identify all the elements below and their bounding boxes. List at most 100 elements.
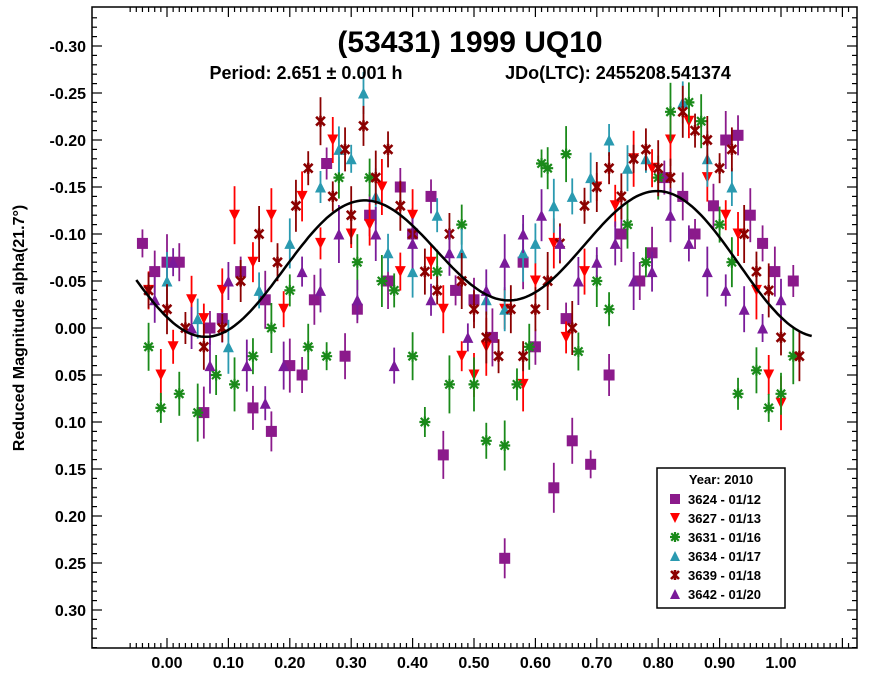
marker-triangle-up xyxy=(456,247,468,259)
marker-square xyxy=(585,458,597,470)
marker-asterisk xyxy=(284,284,296,296)
marker-triangle-up xyxy=(315,181,326,193)
y-axis-label: Reduced Magnitude alpha(21.7°) xyxy=(11,205,28,451)
marker-asterisk xyxy=(640,256,652,268)
marker-asterisk xyxy=(670,532,680,542)
marker-square xyxy=(296,369,308,381)
marker-star xyxy=(253,228,265,240)
marker-star xyxy=(726,143,738,155)
series-3631 xyxy=(143,82,799,471)
x-tick-label: 0.90 xyxy=(704,655,735,672)
y-tick-label: 0.00 xyxy=(55,321,86,338)
marker-triangle-up xyxy=(425,294,437,306)
marker-triangle-up xyxy=(222,341,234,353)
marker-asterisk xyxy=(265,322,277,334)
marker-triangle-up xyxy=(345,153,357,165)
marker-triangle-down xyxy=(216,284,228,296)
marker-triangle-up xyxy=(222,275,234,287)
marker-square xyxy=(707,200,719,212)
marker-triangle-down xyxy=(609,200,621,212)
legend-item: 3634 - 01/17 xyxy=(670,549,761,564)
marker-asterisk xyxy=(726,256,738,268)
marker-square xyxy=(382,275,394,287)
marker-star xyxy=(315,115,326,127)
x-tick-label: 0.60 xyxy=(520,655,551,672)
y-tick-label: -0.15 xyxy=(50,180,87,197)
marker-triangle-up xyxy=(407,266,419,278)
marker-triangle-up xyxy=(407,237,419,249)
legend-label: 3624 - 01/12 xyxy=(688,492,761,507)
marker-star xyxy=(198,341,210,353)
marker-triangle-down xyxy=(167,341,179,353)
marker-triangle-down xyxy=(529,275,541,287)
marker-star xyxy=(530,303,541,315)
marker-star xyxy=(370,172,382,184)
marker-triangle-down xyxy=(296,190,308,202)
marker-asterisk xyxy=(763,402,775,414)
marker-asterisk xyxy=(376,275,388,287)
marker-square xyxy=(560,313,572,325)
marker-star xyxy=(689,125,701,137)
marker-triangle-up xyxy=(351,294,363,306)
marker-triangle-up xyxy=(726,181,738,193)
marker-triangle-up xyxy=(462,331,474,343)
marker-square xyxy=(615,228,627,240)
marker-asterisk xyxy=(351,256,363,268)
y-tick-label: -0.10 xyxy=(50,227,87,244)
marker-asterisk xyxy=(480,435,492,447)
marker-triangle-down xyxy=(425,256,437,268)
marker-triangle-up xyxy=(241,360,253,372)
marker-star xyxy=(603,162,615,174)
fourier-fit-curve xyxy=(135,189,813,339)
marker-asterisk xyxy=(695,115,707,127)
marker-asterisk xyxy=(536,158,548,169)
marker-asterisk xyxy=(302,341,314,353)
marker-triangle-up xyxy=(670,589,680,599)
marker-asterisk xyxy=(468,378,480,390)
legend-item: 3631 - 01/16 xyxy=(670,530,761,545)
x-tick-label: 1.00 xyxy=(765,655,796,672)
marker-square xyxy=(720,134,732,146)
marker-star xyxy=(493,350,504,362)
marker-star xyxy=(345,209,357,221)
marker-triangle-down xyxy=(579,266,591,278)
legend-label: 3642 - 01/20 xyxy=(688,587,761,602)
marker-triangle-up xyxy=(683,237,695,249)
legend-title: Year: 2010 xyxy=(689,472,753,487)
marker-square xyxy=(732,129,744,141)
marker-triangle-up xyxy=(167,256,179,268)
marker-square xyxy=(265,425,277,437)
marker-square xyxy=(566,435,578,447)
marker-triangle-down xyxy=(763,369,775,381)
marker-square xyxy=(437,449,449,461)
marker-square xyxy=(247,402,259,414)
marker-square xyxy=(689,228,701,240)
marker-triangle-down xyxy=(315,237,326,249)
marker-star xyxy=(652,162,664,174)
legend-label: 3627 - 01/13 xyxy=(688,511,761,526)
y-tick-label: 0.25 xyxy=(55,556,86,573)
marker-square xyxy=(204,322,216,334)
y-tick-label: 0.30 xyxy=(55,603,86,620)
marker-square xyxy=(339,350,351,362)
marker-triangle-up xyxy=(554,237,566,249)
x-tick-label: 0.00 xyxy=(151,655,182,672)
marker-asterisk xyxy=(560,148,572,160)
marker-square xyxy=(308,294,320,306)
marker-asterisk xyxy=(443,378,455,390)
chart-subtitle-epoch: JDo(LTC): 2455208.541374 xyxy=(505,63,731,83)
marker-triangle-down xyxy=(364,219,376,231)
y-tick-label: -0.30 xyxy=(50,39,87,56)
marker-asterisk xyxy=(603,303,615,315)
y-tick-label: -0.20 xyxy=(50,133,87,150)
marker-triangle-up xyxy=(149,294,161,306)
chart-subtitle-period: Period: 2.651 ± 0.001 h xyxy=(210,63,403,83)
marker-triangle-up xyxy=(161,275,173,287)
marker-asterisk xyxy=(732,388,744,400)
marker-square xyxy=(499,552,511,564)
marker-triangle-up xyxy=(192,313,204,325)
marker-triangle-up xyxy=(517,228,529,240)
marker-square xyxy=(744,209,756,221)
marker-triangle-up xyxy=(357,87,369,99)
marker-star xyxy=(302,162,314,174)
